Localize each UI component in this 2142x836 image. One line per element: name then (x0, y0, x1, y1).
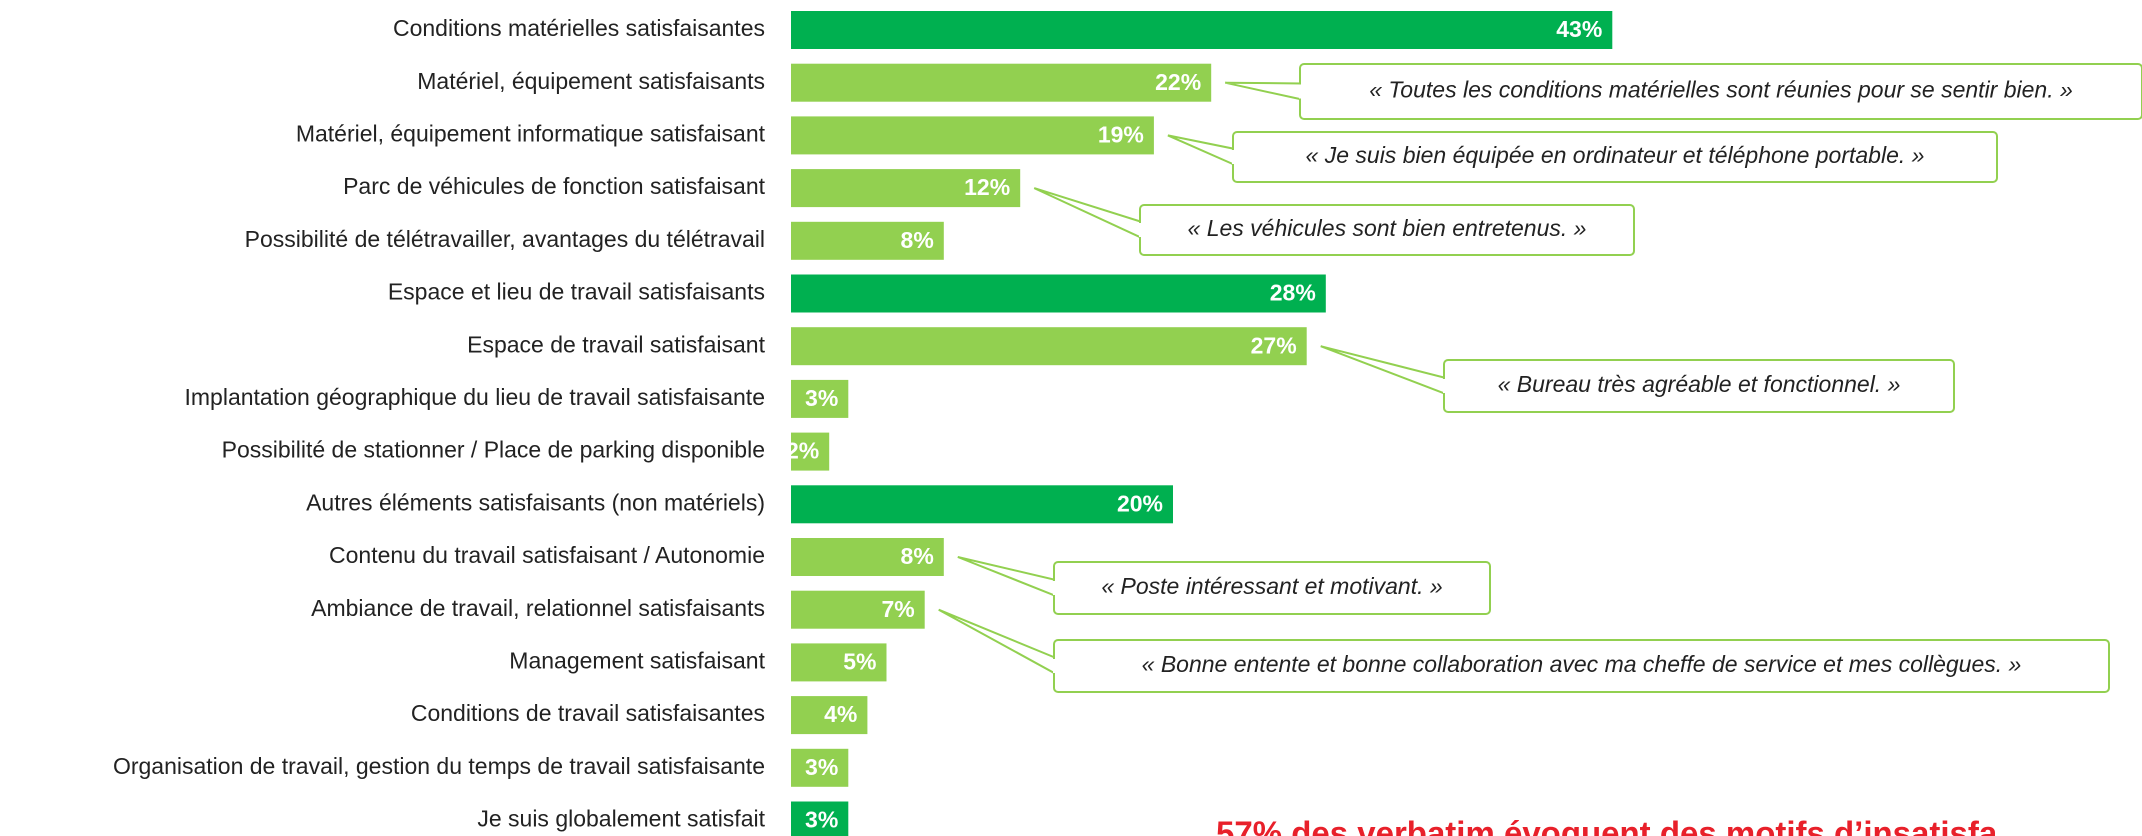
bar (791, 327, 1307, 366)
category-label: Possibilité de télétravailler, avantages… (245, 226, 765, 252)
category-label: Je suis globalement satisfait (477, 806, 765, 832)
callout-text: « Je suis bien équipée en ordinateur et … (1306, 142, 1925, 168)
category-label: Possibilité de stationner / Place de par… (222, 437, 765, 463)
value-label: 43% (1556, 16, 1602, 42)
footnote: 57% des verbatim évoquent des motifs d’i… (1216, 815, 1998, 836)
category-label: Autres éléments satisfaisants (non matér… (306, 489, 765, 515)
callout-join (1443, 379, 1447, 393)
value-label: 19% (1098, 121, 1144, 147)
callout-text: « Les véhicules sont bien entretenus. » (1188, 215, 1587, 241)
value-label: 7% (881, 596, 914, 622)
bar (791, 63, 1212, 102)
callout-tail (938, 608, 1057, 676)
value-label: 27% (1251, 332, 1297, 358)
bar (791, 169, 1021, 208)
value-label: 3% (805, 385, 838, 411)
category-label: Ambiance de travail, relationnel satisfa… (311, 595, 765, 621)
value-label: 28% (1270, 280, 1316, 306)
bar (791, 643, 887, 682)
bar (791, 485, 1173, 524)
value-label: 2% (786, 438, 819, 464)
category-label: Implantation géographique du lieu de tra… (185, 384, 766, 410)
bar (791, 432, 830, 471)
bar (791, 590, 925, 629)
value-label: 3% (805, 754, 838, 780)
bar (791, 748, 849, 787)
callout-join (1139, 223, 1143, 237)
bar (791, 801, 849, 836)
category-label: Conditions matérielles satisfaisantes (393, 15, 765, 41)
category-label: Matériel, équipement informatique satisf… (296, 120, 766, 146)
callout-text: « Bureau très agréable et fonctionnel. » (1498, 371, 1901, 397)
callout-tail (1224, 81, 1303, 101)
value-label: 4% (824, 701, 857, 727)
callout-join (1053, 659, 1057, 673)
category-label: Conditions de travail satisfaisantes (411, 700, 765, 726)
value-label: 5% (843, 648, 876, 674)
callout-tail (1167, 134, 1236, 167)
callout-join (1232, 150, 1236, 164)
bar (791, 11, 1613, 49)
callout-tail (1033, 187, 1143, 240)
callout-tail (1320, 345, 1447, 396)
callout-text: « Bonne entente et bonne collaboration a… (1142, 651, 2022, 677)
value-label: 22% (1155, 69, 1201, 95)
value-label: 8% (901, 543, 934, 569)
value-label: 20% (1117, 490, 1163, 516)
category-label: Parc de véhicules de fonction satisfaisa… (343, 173, 766, 199)
bar (791, 379, 849, 418)
callout-tail (957, 556, 1057, 598)
category-label: Organisation de travail, gestion du temp… (113, 753, 765, 779)
value-label: 8% (901, 227, 934, 253)
callout-join (1299, 84, 1303, 99)
bar (791, 538, 944, 576)
value-label: 3% (805, 807, 838, 833)
bar (791, 221, 944, 260)
callout-join (1053, 581, 1057, 595)
category-label: Espace de travail satisfaisant (467, 331, 765, 357)
value-label: 12% (964, 174, 1010, 200)
category-label: Espace et lieu de travail satisfaisants (388, 279, 765, 305)
bar (791, 696, 868, 735)
category-label: Contenu du travail satisfaisant / Autono… (329, 542, 765, 568)
bar (791, 116, 1154, 155)
bar (791, 274, 1326, 313)
callout-text: « Poste intéressant et motivant. » (1101, 573, 1442, 599)
category-label: Management satisfaisant (509, 647, 765, 673)
category-label: Matériel, équipement satisfaisants (417, 68, 765, 94)
callout-text: « Toutes les conditions matérielles sont… (1369, 77, 2073, 103)
